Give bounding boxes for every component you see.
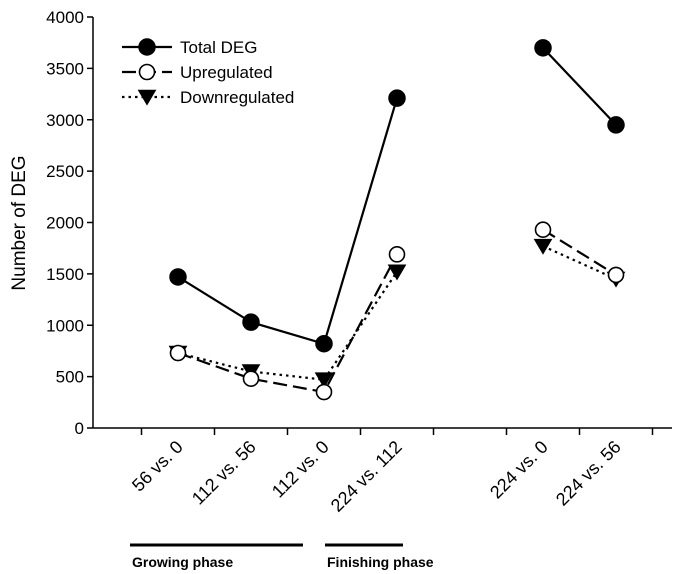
data-point (169, 344, 187, 362)
series-layer (168, 39, 626, 401)
data-point (607, 266, 625, 284)
data-point (607, 116, 625, 134)
series-line (542, 47, 617, 126)
legend: Total DEG Upregulated Downregulated (122, 38, 294, 107)
data-point (242, 313, 260, 331)
y-tick-label: 3000 (46, 111, 84, 130)
y-tick-label: 500 (56, 368, 84, 387)
legend-item: Total DEG (122, 38, 257, 57)
data-point (388, 246, 406, 263)
y-tick-label: 4000 (46, 8, 84, 27)
legend-label: Total DEG (180, 38, 257, 57)
legend-item: Downregulated (122, 88, 294, 107)
y-tick-label: 3500 (46, 59, 84, 78)
phase-label: Finishing phase (327, 554, 434, 570)
data-point (534, 39, 552, 57)
phase-annotation: Growing phase (130, 543, 303, 570)
y-tick-label: 0 (75, 419, 84, 438)
y-tick-label: 2000 (46, 214, 84, 233)
y-tick-label: 2500 (46, 162, 84, 181)
data-point (387, 264, 407, 281)
data-point (314, 372, 334, 389)
series-line (542, 245, 617, 281)
series-upregulated (169, 221, 625, 401)
phase-label: Growing phase (132, 554, 233, 570)
y-axis-ticks: 0 500 1000 1500 2000 2500 3000 3500 4000 (46, 8, 93, 438)
y-tick-label: 1000 (46, 316, 84, 335)
legend-marker (138, 63, 156, 81)
x-tick-label: 112 vs. 0 (268, 437, 333, 502)
legend-marker (137, 89, 157, 106)
data-point (533, 238, 553, 255)
x-tick-label: 224 vs. 112 (327, 437, 406, 516)
phase-annotation: Finishing phase (325, 543, 434, 570)
phase-annotations: Growing phase Finishing phase (130, 543, 434, 570)
data-point (534, 221, 552, 238)
data-point (169, 268, 187, 286)
x-tick-label: 56 vs. 0 (128, 437, 187, 496)
data-point (242, 370, 260, 387)
x-tick-label: 112 vs. 56 (188, 437, 260, 509)
data-point (388, 89, 406, 107)
data-point (315, 383, 333, 401)
series-total-deg (169, 39, 625, 353)
legend-label: Upregulated (180, 63, 273, 82)
series-line (177, 97, 399, 346)
legend-item: Upregulated (122, 63, 273, 82)
data-point (315, 334, 333, 353)
series-line (542, 228, 617, 276)
legend-label: Downregulated (180, 88, 294, 107)
x-tick-label: 224 vs. 56 (552, 437, 625, 510)
legend-marker (138, 38, 156, 56)
y-tick-label: 1500 (46, 265, 84, 284)
series-line (177, 271, 398, 381)
x-tick-label: 224 vs. 0 (486, 437, 552, 503)
y-axis-label: Number of DEG (9, 155, 30, 290)
series-line (177, 253, 398, 394)
